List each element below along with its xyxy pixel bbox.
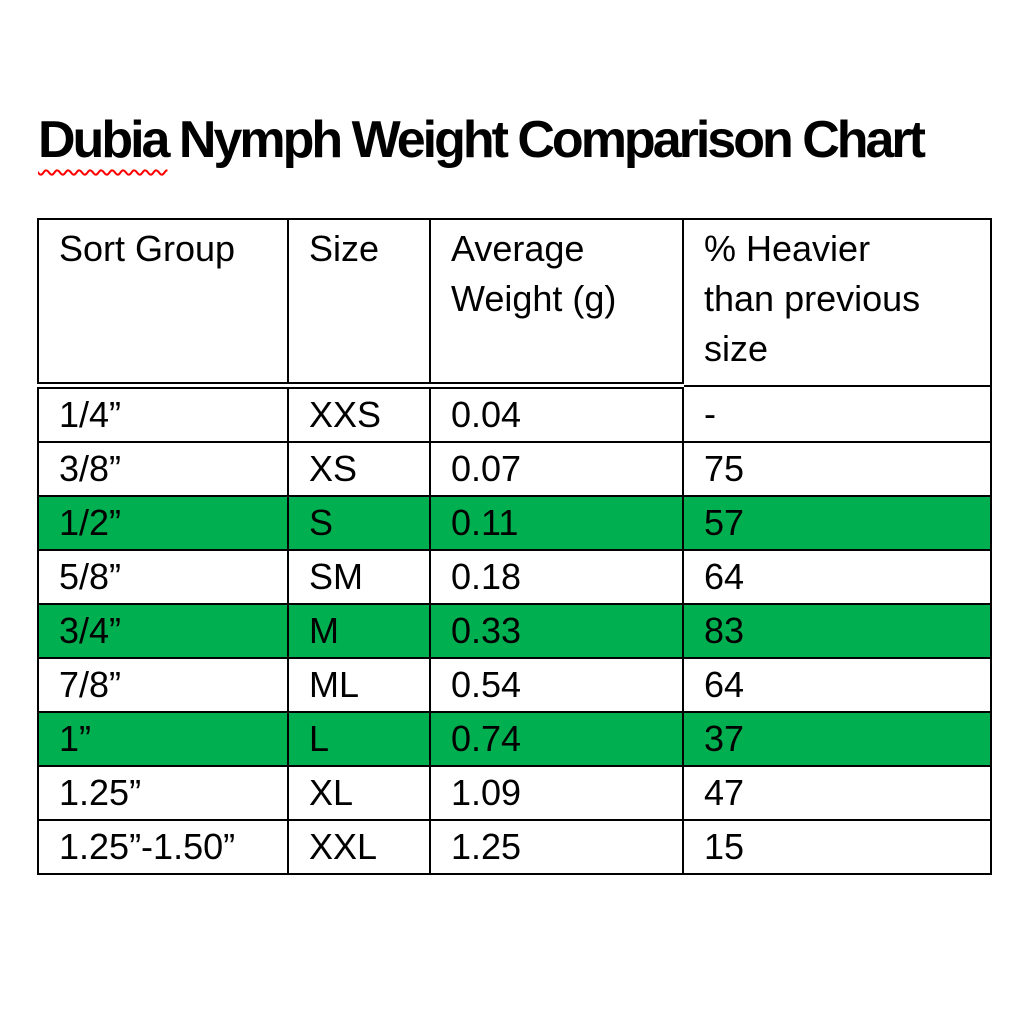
cell-avg-weight: 0.11 (429, 495, 684, 551)
cell-sort-group: 7/8” (37, 657, 289, 713)
cell-pct-heavier: 64 (682, 549, 992, 605)
cell-size: M (287, 603, 431, 659)
column-header-size: Size (287, 218, 431, 389)
cell-sort-group: 3/4” (37, 603, 289, 659)
cell-avg-weight: 0.18 (429, 549, 684, 605)
column-header-average-weight: Average Weight (g) (429, 218, 684, 389)
cell-avg-weight: 0.04 (429, 384, 684, 443)
cell-pct-heavier: 15 (682, 819, 992, 875)
cell-size: XXS (287, 384, 431, 443)
column-header-pct-heavier: % Heavier than previous size (682, 218, 992, 387)
cell-size: XS (287, 441, 431, 497)
cell-pct-heavier: 47 (682, 765, 992, 821)
cell-pct-heavier: 37 (682, 711, 992, 767)
cell-avg-weight: 0.74 (429, 711, 684, 767)
table-row: 1.25” XL 1.09 47 (37, 765, 992, 821)
cell-size: L (287, 711, 431, 767)
weight-comparison-table: Sort Group Size Average Weight (g) % Hea… (37, 218, 992, 875)
cell-sort-group: 1/4” (37, 384, 289, 443)
misspelled-word: Dubia (38, 111, 170, 169)
cell-size: S (287, 495, 431, 551)
cell-sort-group: 1/2” (37, 495, 289, 551)
cell-avg-weight: 0.54 (429, 657, 684, 713)
cell-avg-weight: 1.25 (429, 819, 684, 875)
table-row: 1.25”-1.50” XXL 1.25 15 (37, 819, 992, 875)
table-row: 3/8” XS 0.07 75 (37, 441, 992, 497)
cell-pct-heavier: 75 (682, 441, 992, 497)
column-header-label: Average Weight (g) (451, 228, 617, 319)
cell-size: SM (287, 549, 431, 605)
header-row: Sort Group Size Average Weight (g) % Hea… (37, 218, 992, 389)
cell-size: XL (287, 765, 431, 821)
table-row: 1/2” S 0.11 57 (37, 495, 992, 551)
table-row: 1” L 0.74 37 (37, 711, 992, 767)
cell-sort-group: 1” (37, 711, 289, 767)
column-header-label: Size (309, 228, 380, 269)
page-title-rest: Nymph Weight Comparison Chart (167, 111, 926, 169)
cell-sort-group: 1.25” (37, 765, 289, 821)
table-row: 5/8” SM 0.18 64 (37, 549, 992, 605)
cell-sort-group: 3/8” (37, 441, 289, 497)
cell-size: ML (287, 657, 431, 713)
cell-avg-weight: 0.07 (429, 441, 684, 497)
column-header-label: Sort Group (59, 228, 236, 269)
cell-avg-weight: 0.33 (429, 603, 684, 659)
cell-pct-heavier: 83 (682, 603, 992, 659)
cell-sort-group: 5/8” (37, 549, 289, 605)
table-row: 7/8” ML 0.54 64 (37, 657, 992, 713)
cell-avg-weight: 1.09 (429, 765, 684, 821)
table-row: 3/4” M 0.33 83 (37, 603, 992, 659)
cell-pct-heavier: 64 (682, 657, 992, 713)
cell-pct-heavier: - (682, 384, 992, 443)
cell-size: XXL (287, 819, 431, 875)
column-header-sort-group: Sort Group (37, 218, 289, 389)
cell-pct-heavier: 57 (682, 495, 992, 551)
page-title: Dubia Nymph Weight Comparison Chart (38, 111, 926, 169)
table-row: 1/4” XXS 0.04 - (37, 384, 992, 443)
cell-sort-group: 1.25”-1.50” (37, 819, 289, 875)
column-header-label: % Heavier than previous size (704, 228, 921, 369)
